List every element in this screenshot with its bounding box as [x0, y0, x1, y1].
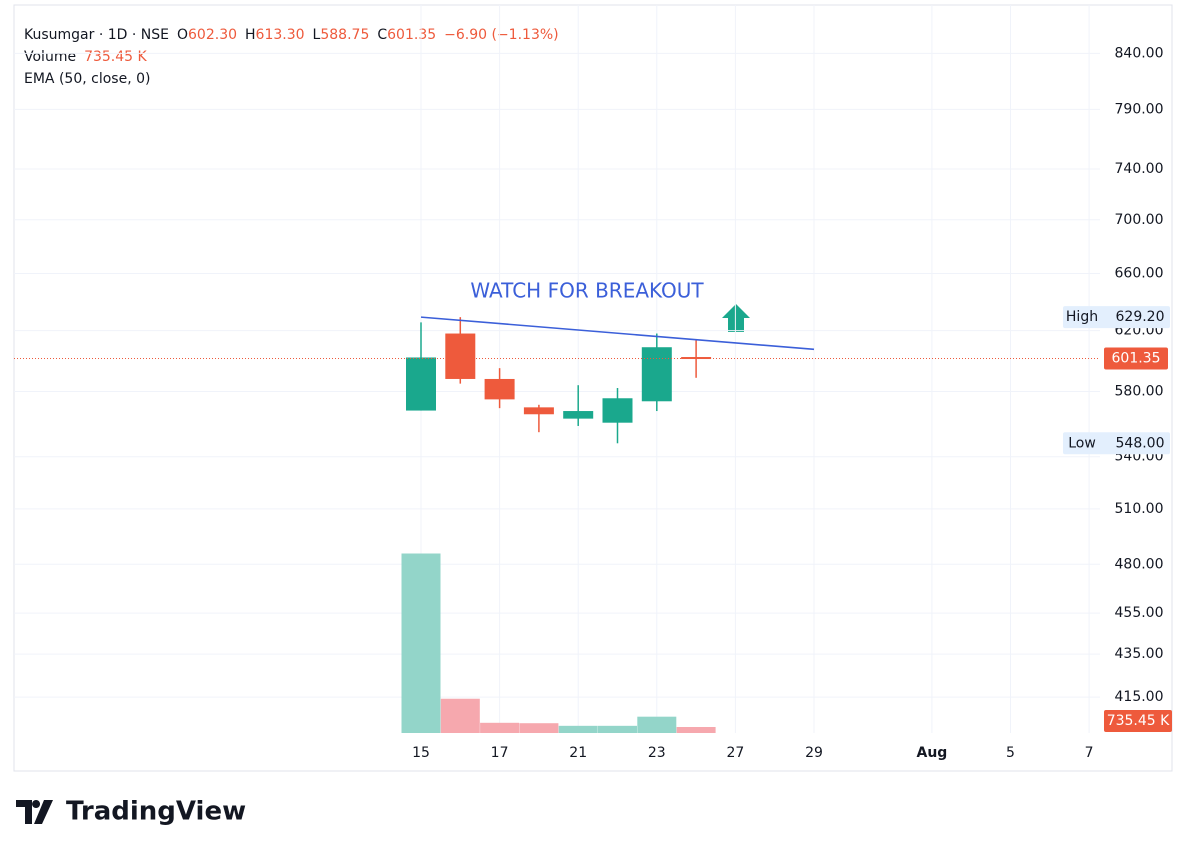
last-price-label: 601.35	[1112, 350, 1161, 366]
y-tick-label: 455.00	[1115, 605, 1164, 621]
volume-bar	[440, 698, 480, 733]
y-tick-label: 700.00	[1115, 212, 1164, 228]
ohlc: O602.30 H613.30 L588.75 C601.35 −6.90 (−1.13…	[177, 27, 559, 43]
candle-body	[484, 378, 515, 400]
y-tick-label: 415.00	[1115, 689, 1164, 705]
ohlc-value: 588.75	[320, 27, 369, 43]
volume-title: Volume	[24, 49, 76, 65]
candle-body	[641, 347, 672, 402]
candle-body	[563, 411, 594, 419]
candle-body	[445, 333, 476, 379]
brand: TradingView	[66, 797, 246, 827]
trendline	[420, 316, 815, 351]
volume-badge	[1104, 710, 1172, 732]
y-tick-label: 790.00	[1115, 101, 1164, 117]
volume-bar	[519, 723, 559, 733]
candle-body	[406, 357, 436, 411]
volume-bar	[558, 725, 598, 733]
candle-body	[681, 357, 712, 360]
marker-badge	[1063, 432, 1170, 455]
ohlc-key: H	[245, 27, 256, 43]
volume-bar	[480, 722, 520, 733]
y-tick-label: 480.00	[1115, 556, 1164, 572]
volume-bar	[676, 726, 716, 733]
annotation: WATCH FOR BREAKOUT	[470, 279, 704, 303]
candle-body	[602, 398, 633, 423]
x-tick-label: 15	[412, 745, 430, 761]
x-tick-label: 29	[805, 745, 823, 761]
ohlc-key: L	[313, 27, 321, 43]
x-tick-label: Aug	[916, 745, 947, 761]
x-tick-label: 23	[648, 745, 666, 761]
ohlc-value: 601.35	[387, 27, 436, 43]
y-tick-label: 740.00	[1115, 161, 1164, 177]
volume-bar	[598, 725, 637, 733]
symbol: Kusumgar · 1D · NSE	[24, 27, 169, 43]
y-tick-label: 510.00	[1115, 501, 1164, 517]
x-tick-label: 27	[726, 745, 744, 761]
brand-logo	[16, 800, 53, 824]
ohlc-value: 613.30	[256, 27, 305, 43]
volume-line: Volume 735.45 K	[24, 49, 148, 65]
marker-label: 629.20	[1116, 309, 1165, 325]
volume-bar	[401, 553, 441, 733]
y-tick-label: 435.00	[1115, 646, 1164, 662]
indicator: EMA (50, close, 0)	[24, 71, 150, 87]
marker-name: High	[1066, 309, 1098, 325]
header-line: Kusumgar · 1D · NSE O602.30 H613.30 L588.75…	[24, 27, 559, 43]
candle-body	[523, 407, 554, 415]
arrow-up	[722, 304, 750, 332]
x-tick-label: 17	[491, 745, 509, 761]
marker-name: Low	[1068, 435, 1096, 451]
x-tick-label: 5	[1006, 745, 1015, 761]
change: −6.90 (−1.13%)	[444, 27, 558, 43]
ohlc-key: C	[377, 27, 387, 43]
y-tick-label: 580.00	[1115, 383, 1164, 399]
last-price-badge	[1104, 347, 1168, 370]
x-tick-label: 21	[569, 745, 587, 761]
volume-text: 735.45 K	[84, 49, 147, 65]
y-tick-label: 660.00	[1115, 265, 1164, 281]
ohlc-value: 602.30	[188, 27, 237, 43]
volume-label: 735.45 K	[1107, 713, 1170, 729]
marker-label: 548.00	[1116, 435, 1165, 451]
y-tick-label: 840.00	[1115, 45, 1164, 61]
marker-badge	[1063, 306, 1170, 329]
ohlc-key: O	[177, 27, 188, 43]
chart-frame	[13, 4, 1173, 772]
x-tick-label: 7	[1085, 745, 1094, 761]
volume-bar	[637, 716, 677, 733]
